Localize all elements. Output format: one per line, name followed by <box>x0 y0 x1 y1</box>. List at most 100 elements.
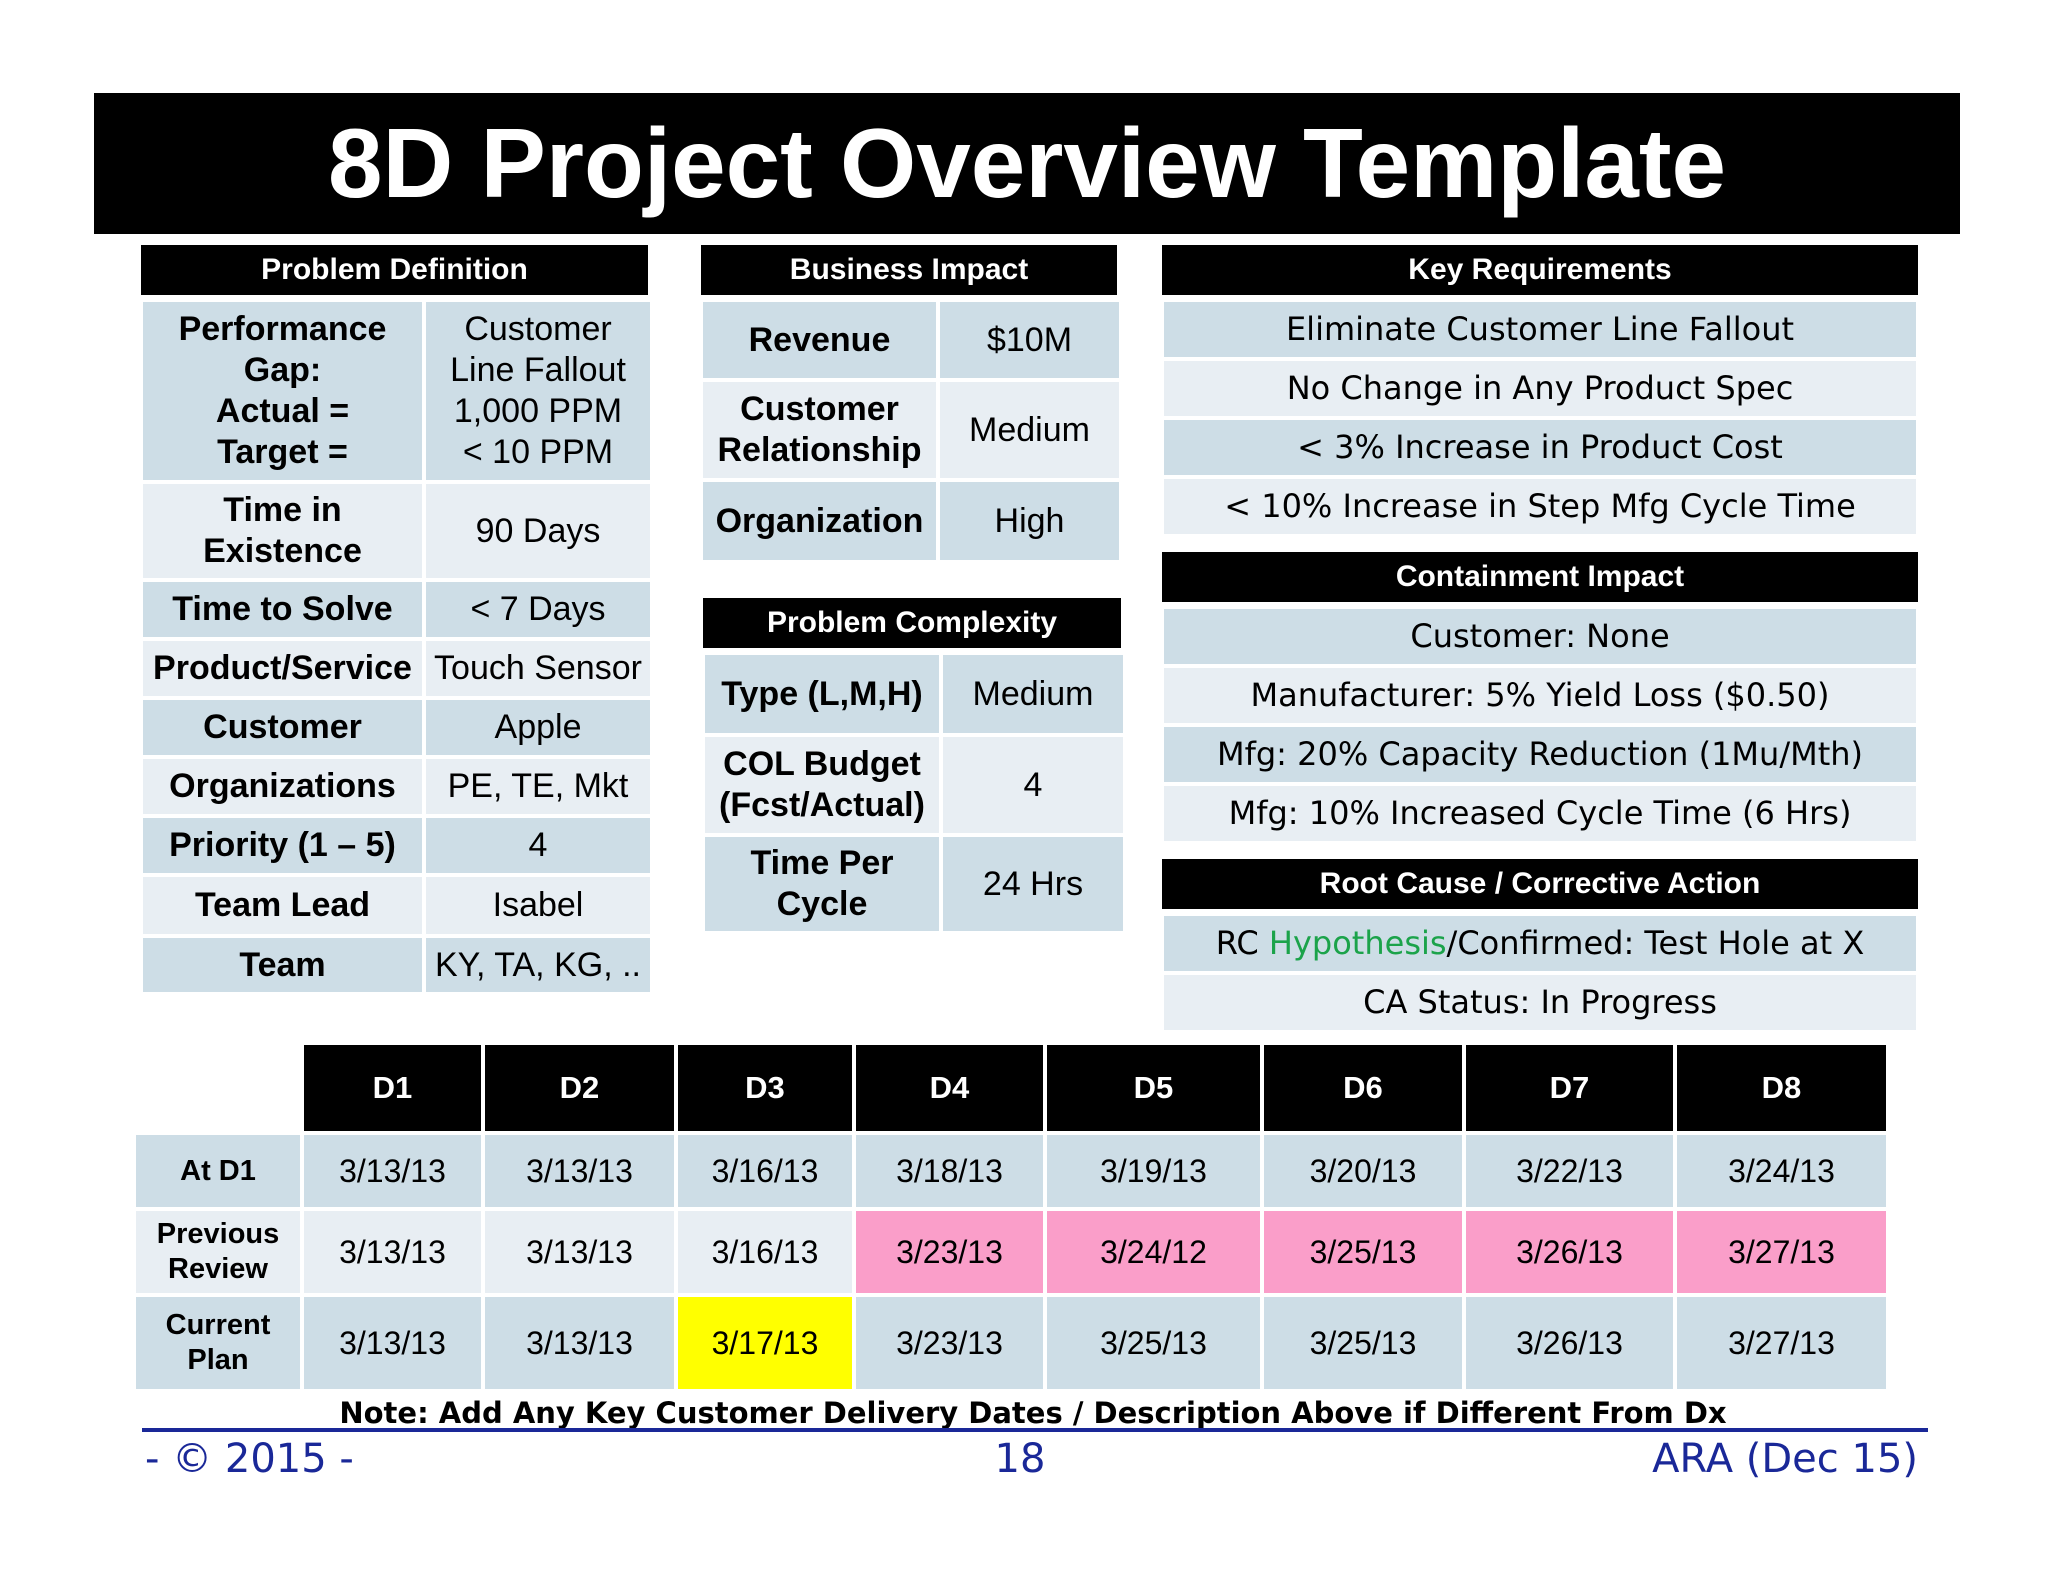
schedule-cell: 3/13/13 <box>481 1293 678 1393</box>
problem-definition-header: Problem Definition <box>141 245 648 295</box>
containment-impact-header: Containment Impact <box>1162 552 1918 602</box>
column-header-d7: D7 <box>1462 1041 1677 1135</box>
list-item: No Change in Any Product Spec <box>1160 357 1920 420</box>
schedule-cell: 3/20/13 <box>1260 1131 1466 1211</box>
schedule-cell: 3/16/13 <box>674 1131 856 1211</box>
rc-status: RC Hypothesis/Confirmed: Test Hole at X <box>1160 912 1920 975</box>
schedule-header-row: D1 D2 D3 D4 D5 D6 D7 D8 <box>132 1041 1890 1135</box>
time-per-cycle-label: Time Per Cycle <box>701 833 943 935</box>
footer-author-date: ARA (Dec 15) <box>1652 1436 1918 1482</box>
column-header-d1: D1 <box>300 1041 485 1135</box>
rc-suffix: /Confirmed: Test Hole at X <box>1446 924 1865 963</box>
time-in-existence-value: 90 Days <box>422 480 654 582</box>
schedule-cell: 3/18/13 <box>852 1131 1047 1211</box>
team-lead-value: Isabel <box>422 873 654 938</box>
key-requirements-header: Key Requirements <box>1162 245 1918 295</box>
schedule-cell: 3/25/13 <box>1260 1293 1466 1393</box>
organizations-label: Organizations <box>139 755 426 818</box>
organizations-value: PE, TE, Mkt <box>422 755 654 818</box>
business-impact-table: Revenue $10M Customer Relationship Mediu… <box>699 298 1123 564</box>
organization-label: Organization <box>699 478 940 564</box>
ca-status: CA Status: In Progress <box>1160 971 1920 1034</box>
schedule-cell: 3/13/13 <box>300 1131 485 1211</box>
customer-relationship-value: Medium <box>936 378 1123 482</box>
column-header-d2: D2 <box>481 1041 678 1135</box>
column-header-d3: D3 <box>674 1041 856 1135</box>
priority-value: 4 <box>422 814 654 877</box>
table-row: Customer Relationship Medium <box>699 378 1123 482</box>
schedule-cell-late: 3/25/13 <box>1260 1207 1466 1297</box>
team-value: KY, TA, KG, .. <box>422 934 654 996</box>
performance-gap-label: Performance Gap: Actual = Target = <box>139 298 426 484</box>
column-header-d4: D4 <box>852 1041 1047 1135</box>
rc-hypothesis: Hypothesis <box>1268 924 1447 963</box>
schedule-cell-late: 3/23/13 <box>852 1207 1047 1297</box>
time-to-solve-value: < 7 Days <box>422 578 654 641</box>
schedule-cell-changed: 3/17/13 <box>674 1293 856 1393</box>
schedule-cell: 3/19/13 <box>1043 1131 1264 1211</box>
schedule-cell: 3/23/13 <box>852 1293 1047 1393</box>
problem-definition-table: Performance Gap: Actual = Target = Custo… <box>139 298 654 996</box>
schedule-cell-late: 3/26/13 <box>1462 1207 1677 1297</box>
team-lead-label: Team Lead <box>139 873 426 938</box>
schedule-note: Note: Add Any Key Customer Delivery Date… <box>339 1396 1727 1430</box>
footer-page-number: 18 <box>994 1436 1046 1482</box>
product-service-value: Touch Sensor <box>422 637 654 700</box>
revenue-value: $10M <box>936 298 1123 382</box>
schedule-corner <box>132 1041 304 1135</box>
priority-label: Priority (1 – 5) <box>139 814 426 877</box>
column-header-d6: D6 <box>1260 1041 1466 1135</box>
table-row: Revenue $10M <box>699 298 1123 382</box>
list-item: < 10% Increase in Step Mfg Cycle Time <box>1160 475 1920 538</box>
table-row: Type (L,M,H) Medium <box>701 651 1127 737</box>
table-row: Previous Review 3/13/13 3/13/13 3/16/13 … <box>132 1207 1890 1297</box>
table-row: Team KY, TA, KG, .. <box>139 934 654 996</box>
table-row: At D1 3/13/13 3/13/13 3/16/13 3/18/13 3/… <box>132 1131 1890 1211</box>
performance-gap-value: Customer Line Fallout 1,000 PPM < 10 PPM <box>422 298 654 484</box>
column-header-d5: D5 <box>1043 1041 1264 1135</box>
col-budget-label: COL Budget (Fcst/Actual) <box>701 733 943 837</box>
time-per-cycle-value: 24 Hrs <box>939 833 1127 935</box>
schedule-cell: 3/26/13 <box>1462 1293 1677 1393</box>
row-label-at-d1: At D1 <box>132 1131 304 1211</box>
schedule-cell: 3/22/13 <box>1462 1131 1677 1211</box>
schedule-cell: 3/27/13 <box>1673 1293 1890 1393</box>
list-item: Customer: None <box>1160 605 1920 668</box>
page-title: 8D Project Overview Template <box>94 93 1960 234</box>
business-impact-header: Business Impact <box>701 245 1117 295</box>
row-label-current-plan: Current Plan <box>132 1293 304 1393</box>
table-row: Product/Service Touch Sensor <box>139 637 654 700</box>
table-row: Current Plan 3/13/13 3/13/13 3/17/13 3/2… <box>132 1293 1890 1393</box>
table-row: Time to Solve < 7 Days <box>139 578 654 641</box>
revenue-label: Revenue <box>699 298 940 382</box>
schedule-cell-late: 3/27/13 <box>1673 1207 1890 1297</box>
problem-complexity-table: Type (L,M,H) Medium COL Budget (Fcst/Act… <box>701 651 1127 935</box>
organization-value: High <box>936 478 1123 564</box>
type-value: Medium <box>939 651 1127 737</box>
schedule-cell: 3/16/13 <box>674 1207 856 1297</box>
schedule-cell: 3/13/13 <box>300 1207 485 1297</box>
schedule-cell-late: 3/24/12 <box>1043 1207 1264 1297</box>
column-header-d8: D8 <box>1673 1041 1890 1135</box>
customer-label: Customer <box>139 696 426 759</box>
col-budget-value: 4 <box>939 733 1127 837</box>
root-cause-header: Root Cause / Corrective Action <box>1162 859 1918 909</box>
table-row: Organizations PE, TE, Mkt <box>139 755 654 818</box>
rc-prefix: RC <box>1215 924 1269 963</box>
customer-relationship-label: Customer Relationship <box>699 378 940 482</box>
time-in-existence-label: Time in Existence <box>139 480 426 582</box>
footer-copyright: - © 2015 - <box>145 1436 354 1482</box>
key-requirements-list: Eliminate Customer Line Fallout No Chang… <box>1160 298 1920 538</box>
schedule-cell: 3/25/13 <box>1043 1293 1264 1393</box>
table-row: Time in Existence 90 Days <box>139 480 654 582</box>
type-label: Type (L,M,H) <box>701 651 943 737</box>
team-label: Team <box>139 934 426 996</box>
list-item: < 3% Increase in Product Cost <box>1160 416 1920 479</box>
schedule-cell: 3/13/13 <box>481 1131 678 1211</box>
time-to-solve-label: Time to Solve <box>139 578 426 641</box>
table-row: Organization High <box>699 478 1123 564</box>
problem-complexity-header: Problem Complexity <box>703 598 1121 648</box>
root-cause-list: RC Hypothesis/Confirmed: Test Hole at X … <box>1160 912 1920 1034</box>
row-label-previous-review: Previous Review <box>132 1207 304 1297</box>
list-item: Mfg: 20% Capacity Reduction (1Mu/Mth) <box>1160 723 1920 786</box>
